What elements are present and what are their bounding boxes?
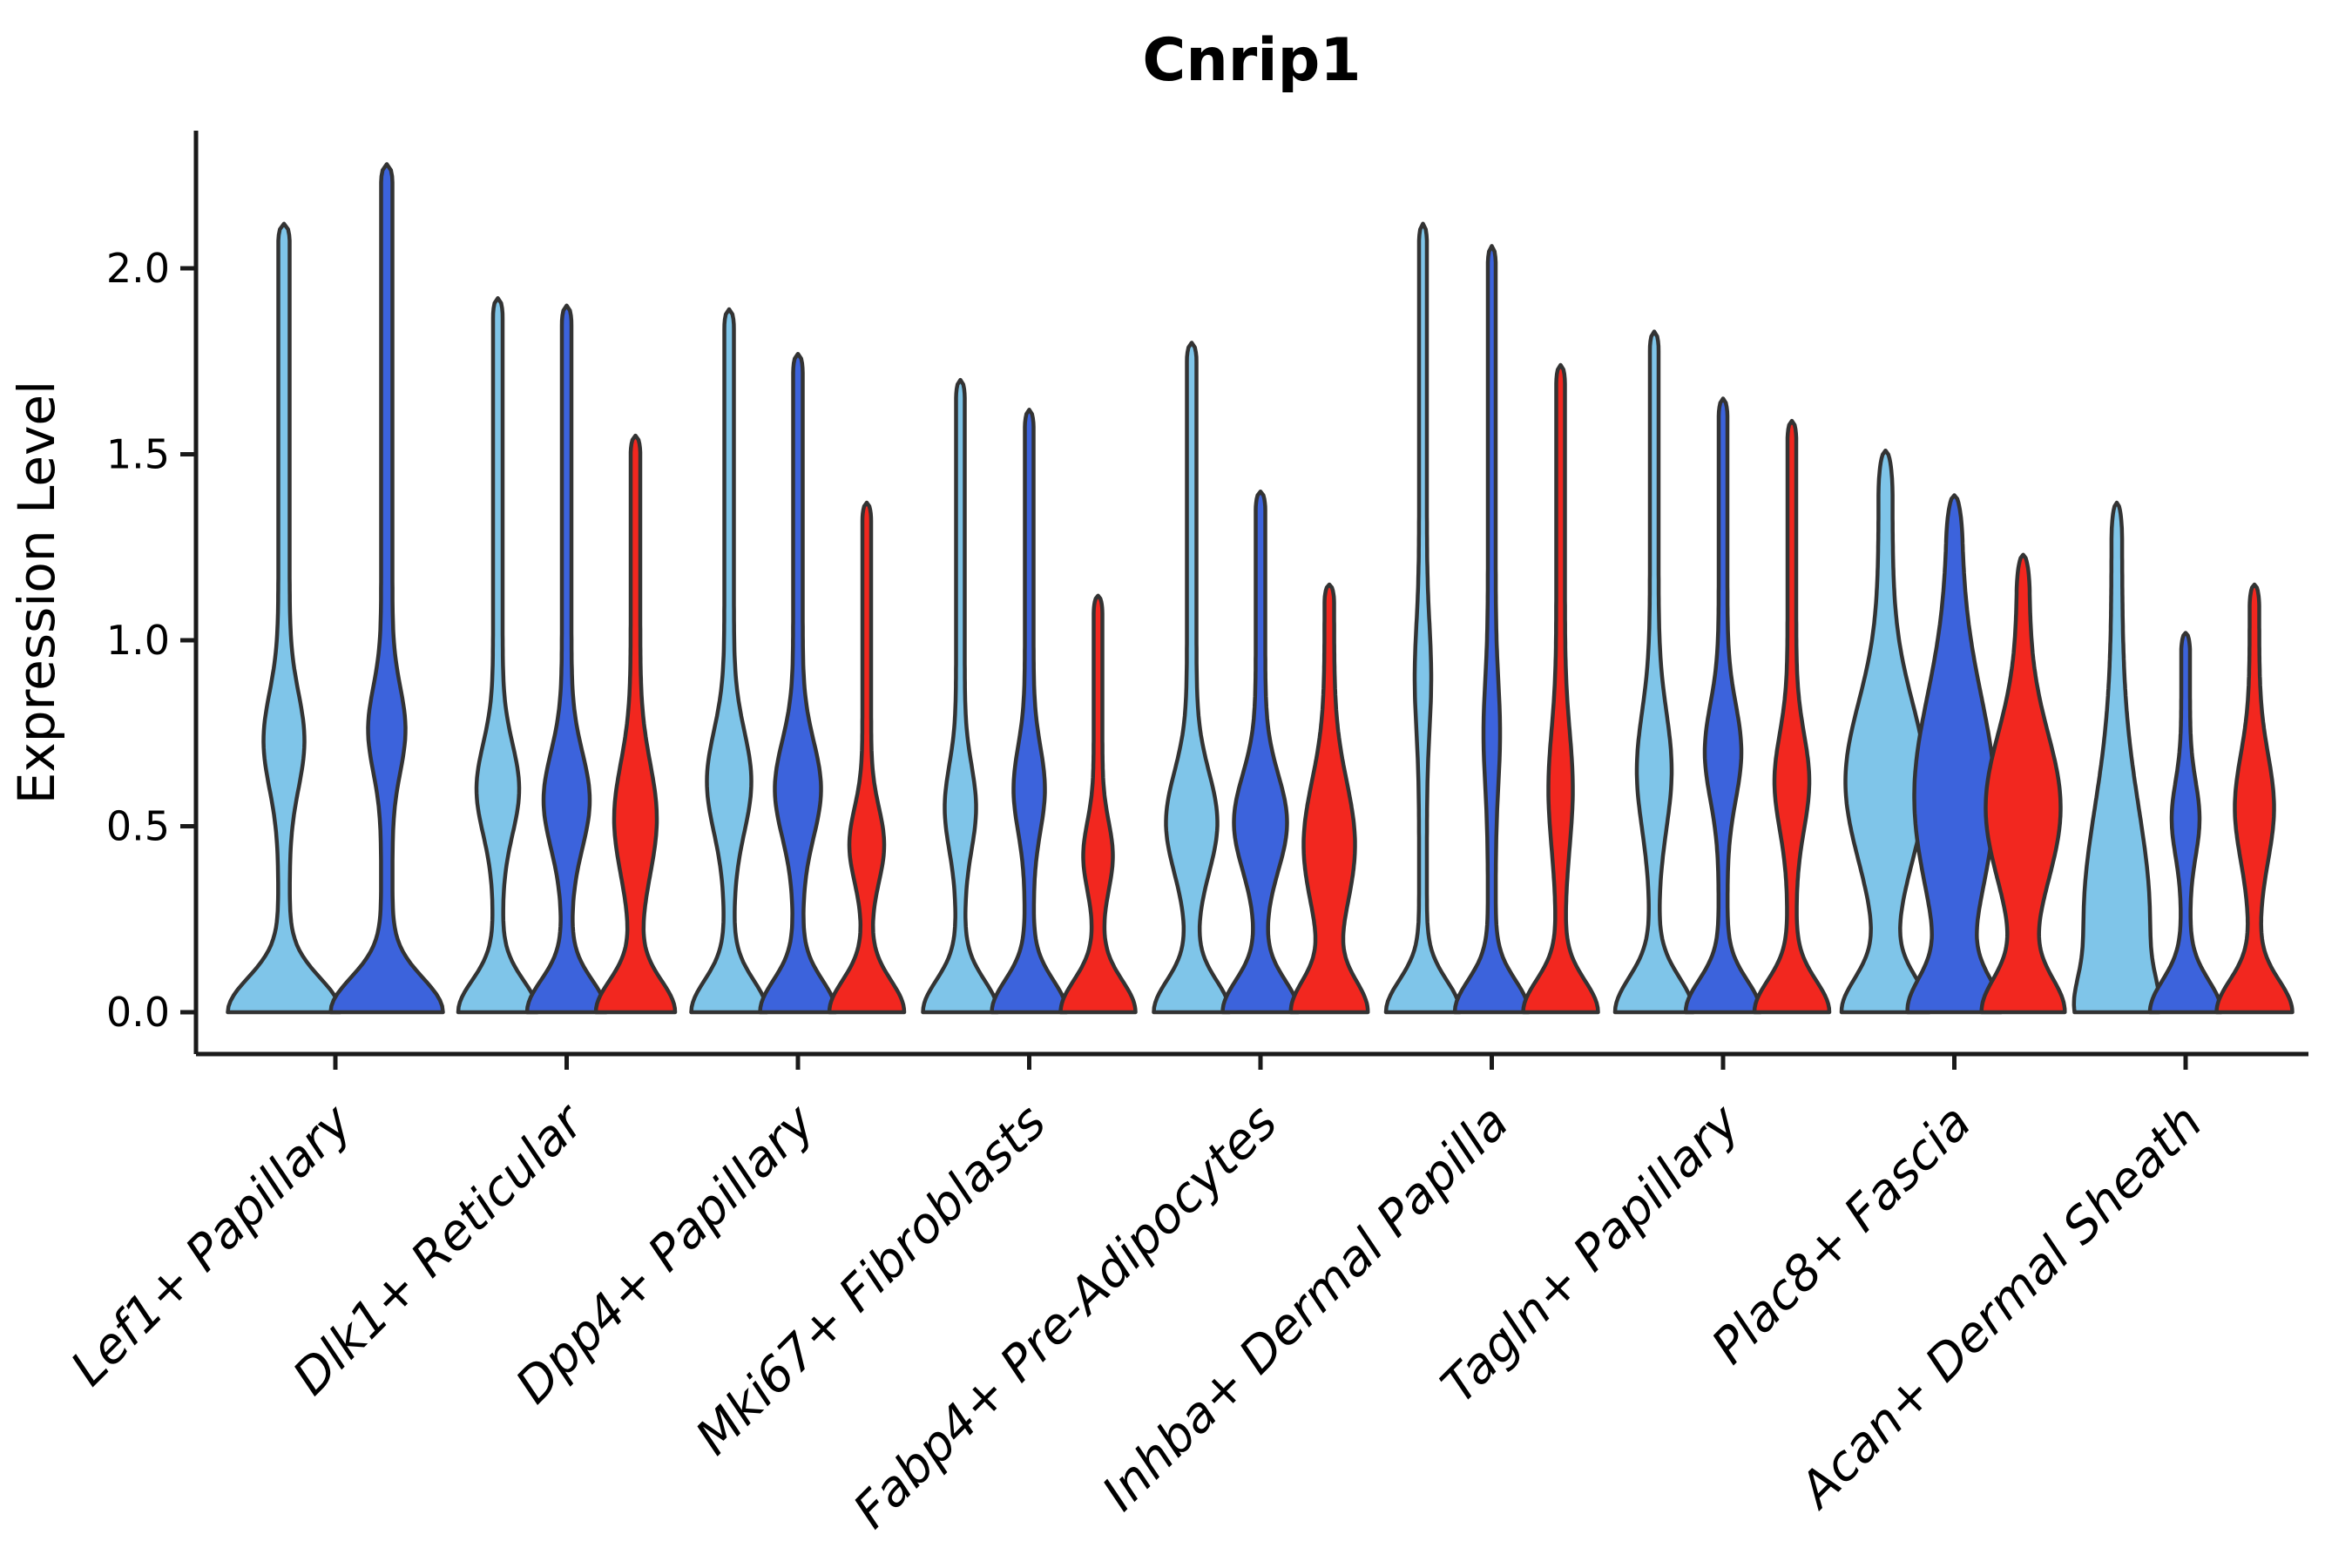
violin-plac8-light_blue	[1839, 448, 1932, 1015]
violin-tagln-dark_blue	[1683, 396, 1763, 1015]
chart-title: Cnrip1	[1142, 26, 1361, 95]
y-tick-label: 1.0	[106, 617, 170, 664]
violin-acan-dark_blue	[2147, 631, 2224, 1015]
violin-inhba-light_blue	[1383, 221, 1463, 1015]
violin-mki67-light_blue	[921, 377, 1000, 1015]
violin-acan-red	[2214, 582, 2295, 1015]
y-axis-title: Expression Level	[7, 381, 66, 804]
violin-plac8-red	[1979, 552, 2067, 1015]
violin-fabp4-red	[1288, 582, 1370, 1015]
violin-plac8-dark_blue	[1905, 493, 2004, 1015]
y-tick-label: 1.5	[106, 431, 170, 478]
violin-dlk1-light_blue	[456, 295, 540, 1015]
violin-mki67-red	[1058, 593, 1138, 1015]
y-tick-label: 0.5	[106, 803, 170, 850]
violin-tagln-light_blue	[1612, 329, 1696, 1015]
violin-lef1-dark_blue	[328, 162, 445, 1015]
y-tick-label: 2.0	[106, 245, 170, 292]
violin-dlk1-red	[593, 433, 678, 1015]
axes-layer: 0.0 0.5 1.0 1.5 2.0	[106, 131, 2308, 1070]
y-tick-label: 0.0	[106, 989, 170, 1036]
violin-layer	[226, 162, 2295, 1015]
violin-fabp4-dark_blue	[1220, 489, 1301, 1015]
violin-mki67-dark_blue	[990, 408, 1069, 1015]
violin-inhba-red	[1521, 362, 1600, 1015]
x-category-label: Inhba+ Dermal Papilla	[1092, 1094, 1519, 1522]
violin-dpp4-dark_blue	[758, 351, 838, 1015]
x-category-label: Acan+ Dermal Sheath	[1788, 1094, 2213, 1520]
violin-dpp4-red	[827, 500, 907, 1015]
violin-acan-light_blue	[2072, 500, 2162, 1015]
violin-lef1-light_blue	[226, 221, 342, 1015]
violin-inhba-dark_blue	[1452, 244, 1531, 1015]
violin-dlk1-dark_blue	[524, 303, 609, 1015]
x-category-label: Fabp4+ Pre-Adipocytes	[843, 1094, 1288, 1539]
violin-fabp4-light_blue	[1152, 341, 1232, 1015]
violin-dpp4-light_blue	[689, 307, 769, 1015]
violin-tagln-red	[1752, 418, 1832, 1015]
